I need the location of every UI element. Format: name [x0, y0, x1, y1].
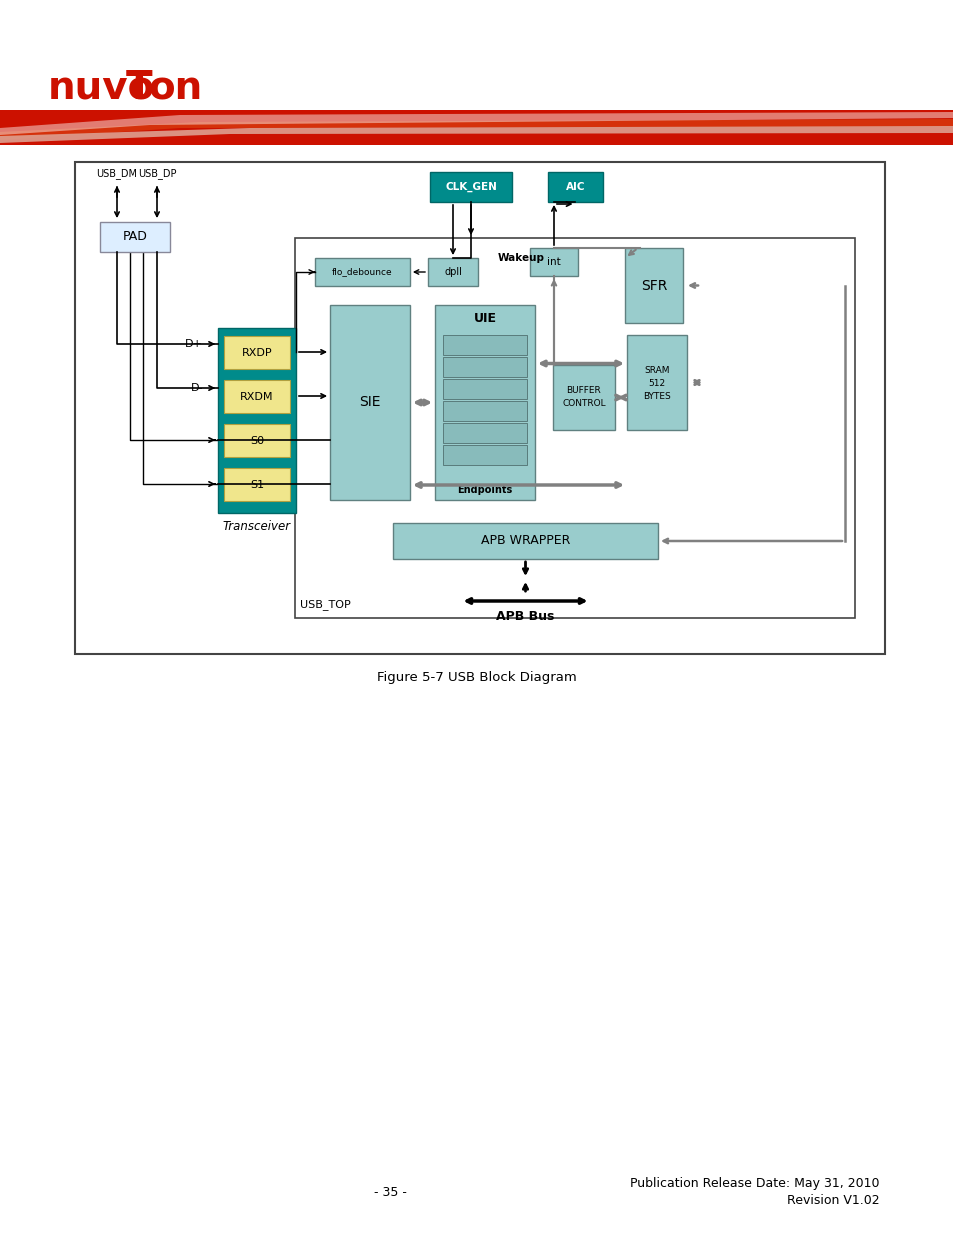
- Text: SFR: SFR: [640, 279, 666, 293]
- Text: D+: D+: [185, 338, 203, 350]
- Text: nuvo: nuvo: [48, 69, 155, 107]
- Bar: [314, 258, 410, 287]
- Bar: [547, 172, 602, 203]
- Bar: [442, 357, 526, 377]
- Text: Endpoints: Endpoints: [456, 485, 512, 495]
- Text: dpll: dpll: [443, 267, 461, 277]
- Text: BUFFER: BUFFER: [566, 387, 600, 395]
- Text: RXDM: RXDM: [240, 391, 274, 401]
- Bar: [553, 366, 615, 430]
- Text: on: on: [148, 69, 202, 107]
- Bar: [430, 172, 512, 203]
- Text: USB_TOP: USB_TOP: [299, 599, 351, 610]
- Text: APB Bus: APB Bus: [496, 610, 554, 624]
- Bar: [393, 522, 658, 559]
- Bar: [224, 336, 290, 369]
- Bar: [442, 379, 526, 399]
- Text: Wakeup: Wakeup: [497, 253, 544, 263]
- Text: Figure 5-7 USB Block Diagram: Figure 5-7 USB Block Diagram: [376, 672, 577, 684]
- Text: UIE: UIE: [473, 312, 496, 326]
- Text: Revision V1.02: Revision V1.02: [786, 1193, 879, 1207]
- Text: SIE: SIE: [359, 395, 380, 410]
- Text: T: T: [126, 69, 152, 107]
- Text: AIC: AIC: [565, 182, 584, 191]
- Polygon shape: [0, 126, 953, 143]
- Bar: [0, 0, 953, 144]
- Text: CLK_GEN: CLK_GEN: [445, 182, 497, 193]
- Bar: [294, 238, 854, 618]
- Text: CONTROL: CONTROL: [561, 399, 605, 408]
- Bar: [75, 162, 884, 655]
- Bar: [624, 248, 682, 324]
- Bar: [626, 335, 686, 430]
- Bar: [224, 380, 290, 412]
- Text: S1: S1: [250, 479, 264, 489]
- Text: - 35 -: - 35 -: [374, 1187, 406, 1199]
- Text: Transceiver: Transceiver: [223, 520, 291, 534]
- Text: APB WRAPPER: APB WRAPPER: [480, 535, 570, 547]
- Text: D-: D-: [191, 383, 203, 393]
- Bar: [530, 248, 578, 275]
- Text: USB_DP: USB_DP: [137, 168, 176, 179]
- Bar: [330, 305, 410, 500]
- Bar: [0, 110, 953, 144]
- Text: PAD: PAD: [122, 231, 148, 243]
- Text: S0: S0: [250, 436, 264, 446]
- Bar: [442, 401, 526, 421]
- Polygon shape: [0, 112, 953, 144]
- Text: RXDP: RXDP: [241, 347, 272, 357]
- Bar: [442, 424, 526, 443]
- Bar: [442, 445, 526, 466]
- Text: USB_DM: USB_DM: [96, 168, 137, 179]
- Bar: [442, 335, 526, 354]
- Text: 512: 512: [648, 379, 665, 388]
- Text: SRAM: SRAM: [643, 366, 669, 375]
- Bar: [224, 424, 290, 457]
- Text: int: int: [547, 257, 560, 267]
- Bar: [435, 305, 535, 500]
- Text: BYTES: BYTES: [642, 391, 670, 401]
- Text: Publication Release Date: May 31, 2010: Publication Release Date: May 31, 2010: [630, 1177, 879, 1189]
- Bar: [224, 468, 290, 501]
- Polygon shape: [0, 119, 953, 140]
- Bar: [428, 258, 477, 287]
- Text: flo_debounce: flo_debounce: [332, 268, 393, 277]
- Bar: [100, 222, 170, 252]
- Bar: [218, 329, 295, 513]
